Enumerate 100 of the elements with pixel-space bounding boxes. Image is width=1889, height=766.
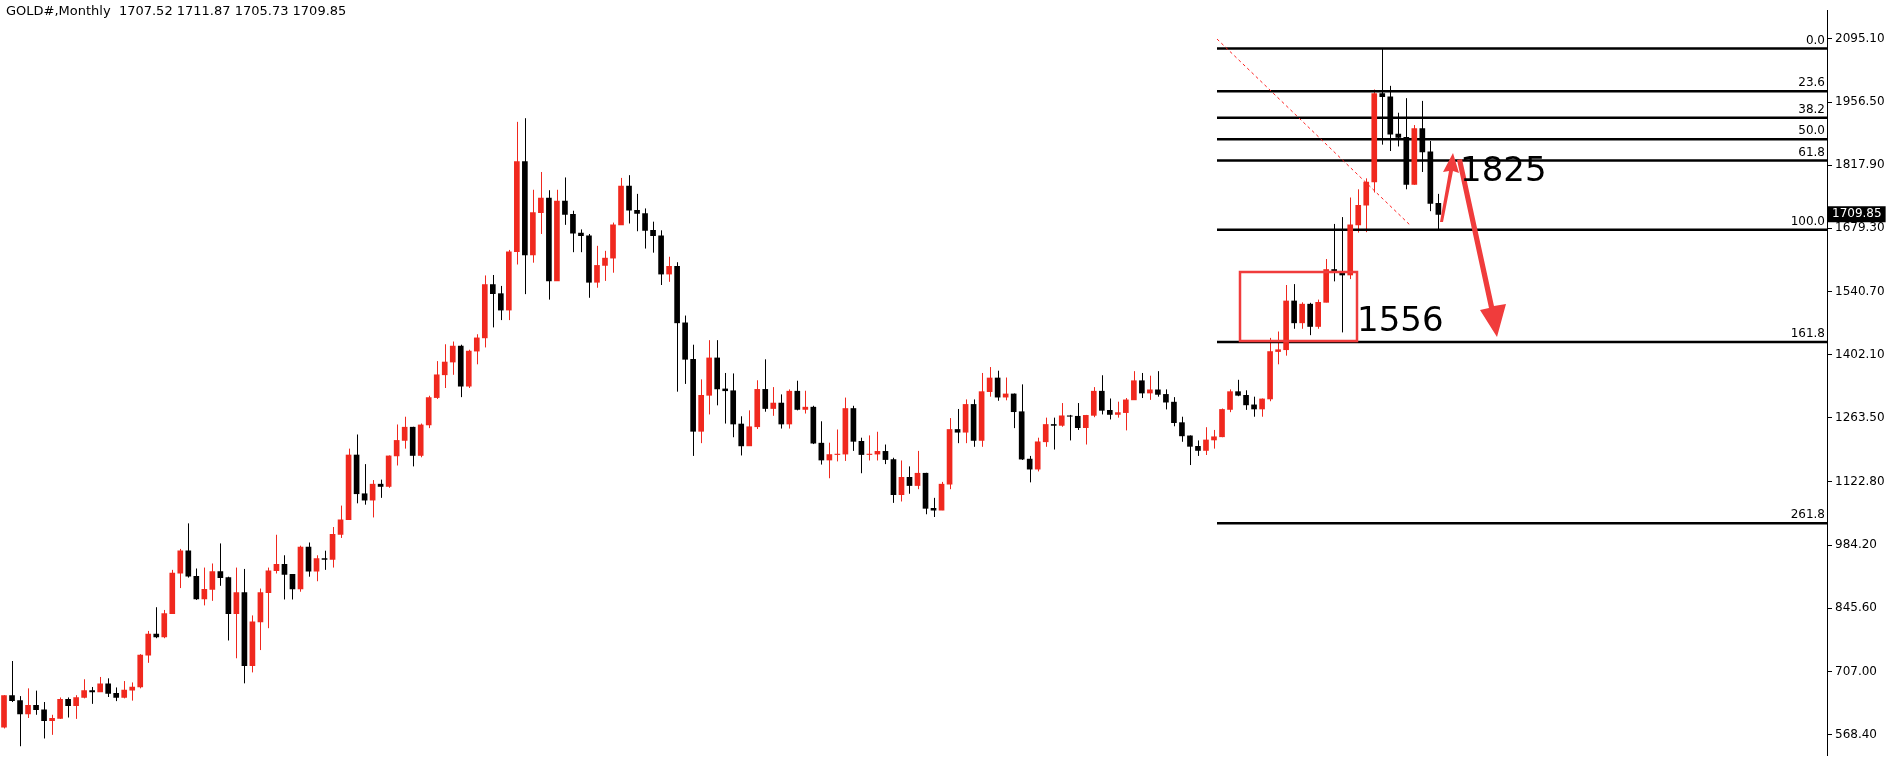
candlestick [489, 274, 496, 328]
chart-title: GOLD#,Monthly 1707.52 1711.87 1705.73 1709.85 [6, 3, 347, 18]
y-tick-label: 1817.90 [1835, 157, 1885, 172]
candlestick [794, 380, 801, 411]
candlestick [802, 390, 809, 415]
candlestick [497, 285, 504, 321]
candlestick [1307, 302, 1313, 336]
y-tick-label: 568.40 [1835, 726, 1877, 741]
y-tick-label: 1540.70 [1835, 283, 1885, 298]
y-tick-label: 1956.50 [1835, 94, 1885, 109]
candlestick [129, 681, 136, 702]
candlestick [1291, 283, 1297, 330]
candlestick [209, 562, 216, 602]
candlestick [1211, 429, 1217, 450]
candlestick [233, 567, 240, 659]
candlestick [433, 360, 440, 400]
candlestick [265, 567, 272, 629]
candlestick [1066, 414, 1073, 441]
candlestick [770, 386, 777, 417]
annotation: 161.8 [1790, 326, 1825, 341]
candlestick [1058, 402, 1065, 428]
candlestick [17, 695, 23, 747]
candlestick [762, 358, 769, 413]
candlestick [145, 630, 152, 664]
candlestick [562, 176, 568, 226]
candlestick [1187, 434, 1193, 466]
candlestick [882, 444, 889, 465]
annotation: 38.2 [1798, 101, 1825, 116]
annotation: 0.0 [1805, 32, 1825, 47]
candlestick [538, 171, 544, 235]
candlestick [1203, 426, 1209, 456]
candlestick [153, 606, 160, 639]
candlestick [193, 567, 200, 601]
candlestick [1171, 396, 1177, 427]
candlestick [1179, 416, 1185, 443]
candlestick [1299, 301, 1305, 330]
annotation: 1556 [1357, 299, 1444, 339]
y-tick-label: 1679.30 [1835, 220, 1885, 235]
candlestick [642, 207, 648, 250]
candlestick [954, 408, 961, 444]
candlestick [217, 542, 224, 587]
annotation: 23.6 [1798, 75, 1825, 90]
candlestick [473, 333, 480, 365]
candlestick [1139, 372, 1145, 399]
candlestick [161, 609, 168, 639]
candlestick [1131, 370, 1137, 401]
candlestick [666, 256, 672, 283]
candlestick [337, 505, 344, 539]
candlestick [1275, 331, 1281, 365]
candlestick [1123, 397, 1129, 431]
candlestick [73, 694, 79, 720]
candlestick [778, 393, 785, 430]
y-tick-label: 2095.10 [1835, 30, 1885, 45]
candlestick [1259, 398, 1265, 418]
annotation: 100.0 [1790, 213, 1825, 228]
candlestick [1363, 177, 1370, 233]
candlestick [25, 687, 31, 719]
y-tick-label: 984.20 [1835, 537, 1877, 552]
text: 1709.85 [1832, 206, 1882, 221]
candlestick [177, 548, 184, 589]
y-tick-label: 845.60 [1835, 600, 1877, 615]
candlestick [570, 210, 576, 253]
candlestick [746, 409, 753, 447]
annotation: 50.0 [1798, 123, 1825, 138]
candlestick [1163, 388, 1169, 410]
candlestick [578, 228, 584, 253]
candlestick [1155, 370, 1161, 398]
y-tick-label: 707.00 [1835, 663, 1877, 678]
candlestick [1098, 374, 1105, 415]
candlestick [41, 701, 47, 739]
candlestick [1042, 417, 1049, 448]
candlestick [9, 660, 15, 703]
candlestick [281, 554, 288, 600]
candlestick [594, 245, 600, 289]
candlestick [906, 465, 913, 495]
candlestick [321, 550, 328, 571]
annotation: 1825 [1460, 149, 1547, 189]
candlestick [738, 415, 745, 456]
candlestick [105, 677, 112, 698]
candlestick [441, 343, 448, 389]
candlestick [65, 696, 71, 719]
candlestick [33, 690, 39, 716]
candlestick [1355, 188, 1362, 234]
annotation: 261.8 [1790, 507, 1825, 522]
candlestick [1026, 455, 1033, 483]
y-tick-label: 1122.80 [1835, 474, 1885, 489]
candlestick [49, 714, 55, 736]
candlestick [449, 341, 456, 376]
candlestick [1243, 389, 1249, 411]
candlestick [57, 696, 63, 720]
annotation: 61.8 [1798, 144, 1825, 159]
candlestick [602, 250, 608, 282]
y-tick-label: 1402.10 [1835, 346, 1885, 361]
y-tick-label: 1263.50 [1835, 409, 1885, 424]
candlestick [313, 554, 320, 582]
candlestick [1082, 414, 1089, 446]
candlestick [1074, 402, 1081, 431]
candlestick [1106, 398, 1113, 420]
candlestick [634, 193, 640, 232]
candlestick [1227, 388, 1233, 413]
